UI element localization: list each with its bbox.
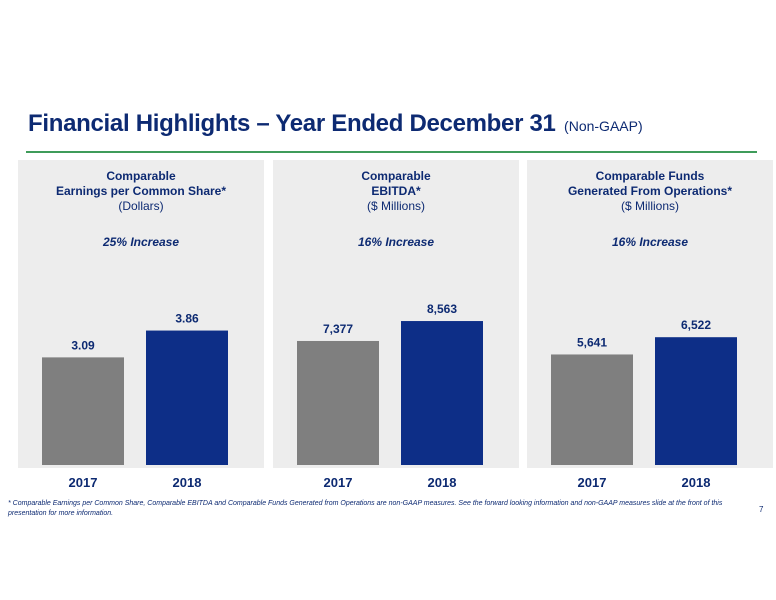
bar-value-label: 3.86 xyxy=(175,312,199,326)
chart-panel-ebitda: Comparable EBITDA* ($ Millions) 16% Incr… xyxy=(273,160,519,490)
chart-panel-funds: Comparable Funds Generated From Operatio… xyxy=(527,160,773,490)
chart-title-line: ($ Millions) xyxy=(620,199,679,213)
title-sub: (Non-GAAP) xyxy=(564,118,643,134)
category-label: 2017 xyxy=(324,475,353,490)
chart-title-line: Comparable xyxy=(361,169,431,183)
category-label: 2018 xyxy=(173,475,202,490)
category-label: 2017 xyxy=(69,475,98,490)
bar-2017 xyxy=(551,354,633,465)
bar-value-label: 3.09 xyxy=(71,338,95,352)
bar-value-label: 8,563 xyxy=(427,302,457,316)
chart-title-line: EBITDA* xyxy=(371,184,421,198)
bar-value-label: 5,641 xyxy=(577,335,607,349)
title-divider xyxy=(26,151,757,153)
category-label: 2018 xyxy=(428,475,457,490)
bar-2017 xyxy=(42,357,124,465)
page-title: Financial Highlights – Year Ended Decemb… xyxy=(28,110,643,138)
chart-title-line: ($ Millions) xyxy=(366,199,425,213)
increase-label: 16% Increase xyxy=(611,235,689,249)
chart-title-line: Generated From Operations* xyxy=(567,184,733,198)
bar-chart: 3.09 2017 3.86 2018 xyxy=(42,312,228,490)
bar-2018 xyxy=(146,330,228,465)
chart-title-line: Comparable Funds xyxy=(595,169,705,183)
chart-title: Comparable Funds Generated From Operatio… xyxy=(527,169,773,214)
chart-title: Comparable Earnings per Common Share* (D… xyxy=(18,169,264,214)
bar-2018 xyxy=(655,337,737,465)
bar-chart: 5,641 2017 6,522 2018 xyxy=(551,318,737,490)
bar-2018 xyxy=(401,321,483,465)
chart-panel-eps: Comparable Earnings per Common Share* (D… xyxy=(18,160,264,490)
category-label: 2017 xyxy=(578,475,607,490)
chart-title-line: Comparable xyxy=(106,169,176,183)
chart-title: Comparable EBITDA* ($ Millions) xyxy=(273,169,519,214)
bar-2017 xyxy=(297,340,379,465)
bar-value-label: 7,377 xyxy=(323,322,353,336)
bar-value-label: 6,522 xyxy=(681,318,711,332)
increase-label: 25% Increase xyxy=(102,235,180,249)
category-label: 2018 xyxy=(682,475,711,490)
increase-label: 16% Increase xyxy=(357,235,435,249)
title-main: Financial Highlights – Year Ended Decemb… xyxy=(28,110,556,137)
chart-title-line: (Dollars) xyxy=(118,199,164,213)
footnote: * Comparable Earnings per Common Share, … xyxy=(8,500,723,517)
chart-title-line: Earnings per Common Share* xyxy=(55,184,227,198)
page-number: 7 xyxy=(759,505,764,514)
bar-chart: 7,377 2017 8,563 2018 xyxy=(297,302,483,490)
